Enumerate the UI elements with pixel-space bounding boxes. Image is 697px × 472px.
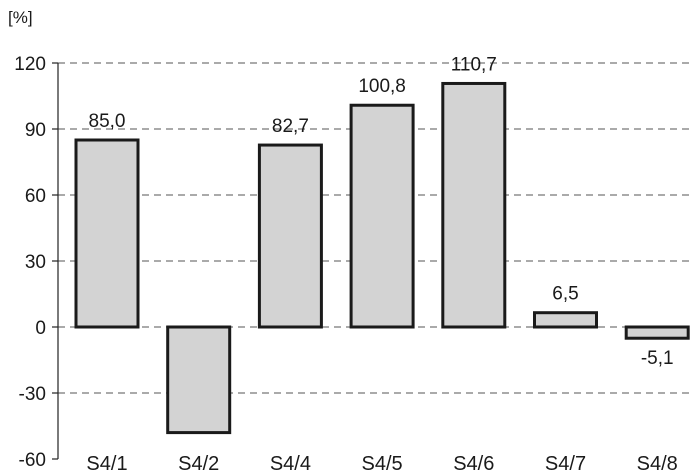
category-label: S4/5 [362,453,403,472]
bar [441,81,507,329]
data-label: 100,8 [358,76,406,97]
category-label: S4/8 [637,453,678,472]
data-label: 85,0 [89,111,126,132]
y-axis-ticks: -60 -30 0 30 60 90 120 [14,54,58,471]
y-tick-label: 120 [14,54,46,75]
bar [257,143,323,329]
bar [533,311,598,329]
category-label: S4/1 [86,453,127,472]
y-tick-label: 90 [25,120,46,141]
bar [349,103,415,329]
bar [74,138,140,329]
data-label: -5,1 [641,348,674,369]
data-label: 110,7 [451,54,497,75]
y-tick-label: 30 [25,252,46,273]
category-labels: S4/1 S4/2 S4/4 S4/5 S4/6 S4/7 S4/8 [86,453,677,472]
y-tick-label: 60 [25,186,46,207]
bars [74,81,690,435]
bar [624,325,690,340]
category-label: S4/4 [270,453,311,472]
data-labels: 85,0 82,7 100,8 110,7 6,5 -5,1 [89,54,674,369]
y-tick-label: 0 [35,318,46,339]
category-label: S4/2 [178,453,219,472]
y-tick-label: -60 [19,450,46,471]
data-label: 6,5 [552,284,578,305]
category-label: S4/7 [545,453,586,472]
data-label: 82,7 [272,116,309,137]
y-tick-label: -30 [19,384,46,405]
bar [166,325,232,435]
y-unit-label: [%] [8,8,33,27]
category-label: S4/6 [453,453,494,472]
